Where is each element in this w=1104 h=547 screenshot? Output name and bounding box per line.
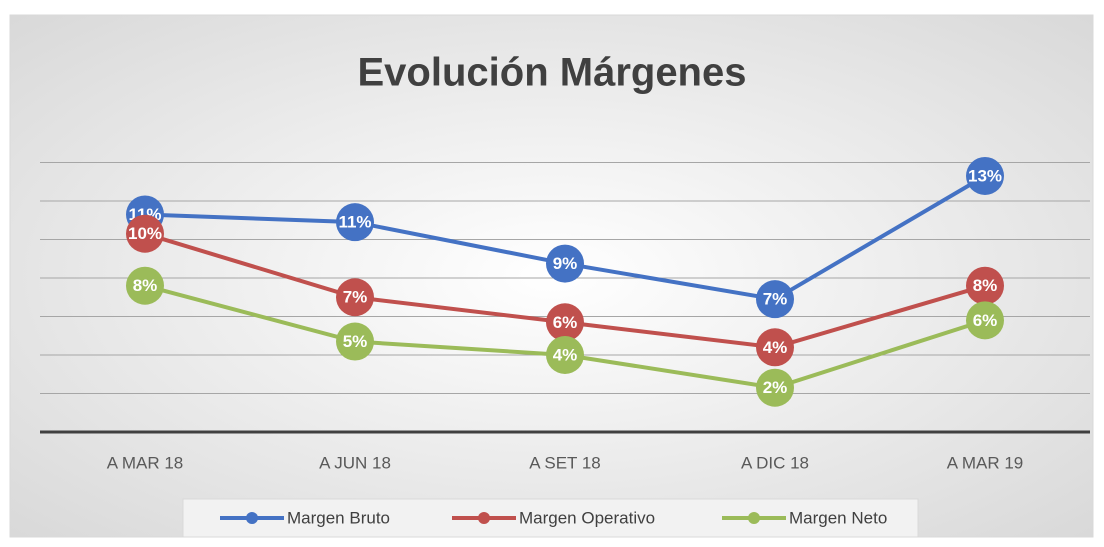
- x-tick-label: A DIC 18: [741, 453, 809, 472]
- marker: [546, 303, 584, 342]
- x-tick-label: A MAR 19: [947, 453, 1024, 472]
- marker: [546, 244, 584, 283]
- marker: [756, 328, 794, 367]
- marker: [336, 322, 374, 361]
- marker: [126, 266, 164, 305]
- marker: [126, 214, 164, 253]
- data-label: 6%: [553, 313, 578, 332]
- data-label: 5%: [343, 332, 368, 351]
- marker: [546, 336, 584, 374]
- marker: [756, 280, 794, 319]
- data-label: 8%: [973, 276, 998, 295]
- x-tick-label: A MAR 18: [107, 453, 184, 472]
- data-label: 9%: [553, 254, 578, 273]
- data-label: 13%: [968, 166, 1002, 185]
- data-label: 6%: [973, 311, 998, 330]
- marker: [336, 278, 374, 317]
- marker: [966, 156, 1004, 195]
- legend-marker: [246, 512, 258, 524]
- data-label: 11%: [338, 213, 371, 232]
- data-label: 7%: [343, 288, 368, 307]
- x-tick-label: A SET 18: [529, 453, 601, 472]
- legend-label: Margen Operativo: [519, 508, 655, 527]
- data-label: 7%: [763, 290, 788, 309]
- marker: [966, 266, 1004, 305]
- legend-label: Margen Neto: [789, 508, 887, 527]
- legend-label: Margen Bruto: [287, 508, 390, 527]
- marker: [336, 203, 374, 242]
- x-tick-label: A JUN 18: [319, 453, 391, 472]
- marker: [756, 368, 794, 407]
- data-label: 8%: [133, 276, 158, 295]
- legend-marker: [748, 512, 760, 524]
- legend: [182, 498, 919, 538]
- legend-marker: [478, 512, 490, 524]
- chart-title: Evolución Márgenes: [358, 51, 747, 95]
- marker: [966, 301, 1004, 340]
- data-label: 4%: [763, 338, 788, 357]
- data-label: 2%: [763, 378, 788, 397]
- data-label: 10%: [128, 224, 162, 243]
- data-label: 4%: [553, 345, 578, 364]
